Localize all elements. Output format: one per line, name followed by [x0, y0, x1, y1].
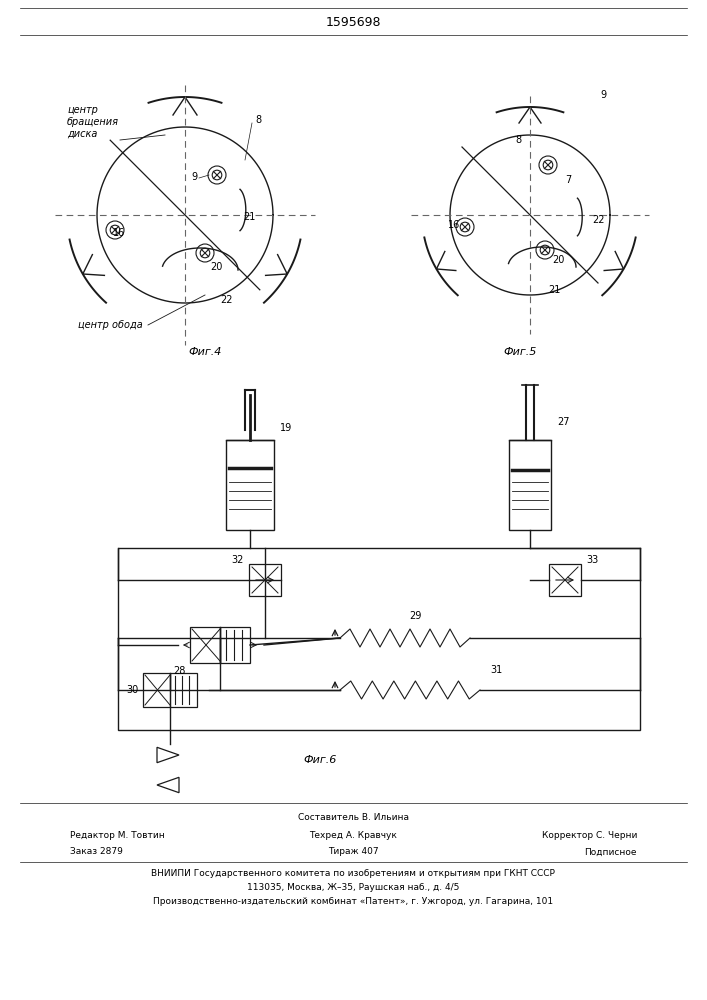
Text: 32: 32 [232, 555, 244, 565]
Bar [190, 627, 220, 663]
Text: 1595698: 1595698 [325, 15, 381, 28]
Text: 113035, Москва, Ж–35, Раушская наб., д. 4/5: 113035, Москва, Ж–35, Раушская наб., д. … [247, 884, 459, 892]
Bar [226, 440, 274, 530]
Text: центр
бращения
диска: центр бращения диска [67, 105, 119, 138]
Text: Редактор М. Товтин: Редактор М. Товтин [70, 832, 165, 840]
Bar [509, 440, 551, 530]
Text: 27: 27 [557, 417, 570, 427]
Text: центр обода: центр обода [78, 320, 143, 330]
Text: Тираж 407: Тираж 407 [327, 848, 378, 856]
Text: Корректор С. Черни: Корректор С. Черни [542, 832, 637, 840]
Text: 8: 8 [255, 115, 261, 125]
Text: 20: 20 [552, 255, 564, 265]
Text: 20: 20 [210, 262, 223, 272]
Text: 9: 9 [191, 172, 197, 182]
Text: ВНИИПИ Государственного комитета по изобретениям и открытиям при ГКНТ СССР: ВНИИПИ Государственного комитета по изоб… [151, 869, 555, 879]
Bar [170, 673, 197, 707]
Text: Производственно-издательский комбинат «Патент», г. Ужгород, ул. Гагарина, 101: Производственно-издательский комбинат «П… [153, 898, 553, 906]
Bar [118, 548, 640, 730]
Bar [143, 673, 170, 707]
Text: 21: 21 [243, 212, 255, 222]
Text: 31: 31 [490, 665, 502, 675]
Text: Составитель В. Ильина: Составитель В. Ильина [298, 814, 409, 822]
Bar [220, 627, 250, 663]
Text: 29: 29 [409, 611, 421, 621]
Text: 22: 22 [592, 215, 604, 225]
Text: 7: 7 [565, 175, 571, 185]
Bar [549, 564, 581, 596]
Text: 22: 22 [220, 295, 233, 305]
Text: 16: 16 [448, 220, 460, 230]
Text: 8: 8 [515, 135, 521, 145]
Text: Подписное: Подписное [585, 848, 637, 856]
Text: 33: 33 [586, 555, 598, 565]
Text: Техред А. Кравчук: Техред А. Кравчук [309, 832, 397, 840]
Text: 21: 21 [548, 285, 561, 295]
Text: Заказ 2879: Заказ 2879 [70, 848, 123, 856]
Text: 28: 28 [174, 666, 186, 676]
Text: 16: 16 [112, 228, 125, 238]
Bar [249, 564, 281, 596]
Text: Фиг.5: Фиг.5 [503, 347, 537, 357]
Text: 9: 9 [600, 90, 606, 100]
Text: 19: 19 [280, 423, 292, 433]
Text: Фиг.4: Фиг.4 [188, 347, 222, 357]
Text: 30: 30 [127, 685, 139, 695]
Text: Фиг.6: Фиг.6 [303, 755, 337, 765]
